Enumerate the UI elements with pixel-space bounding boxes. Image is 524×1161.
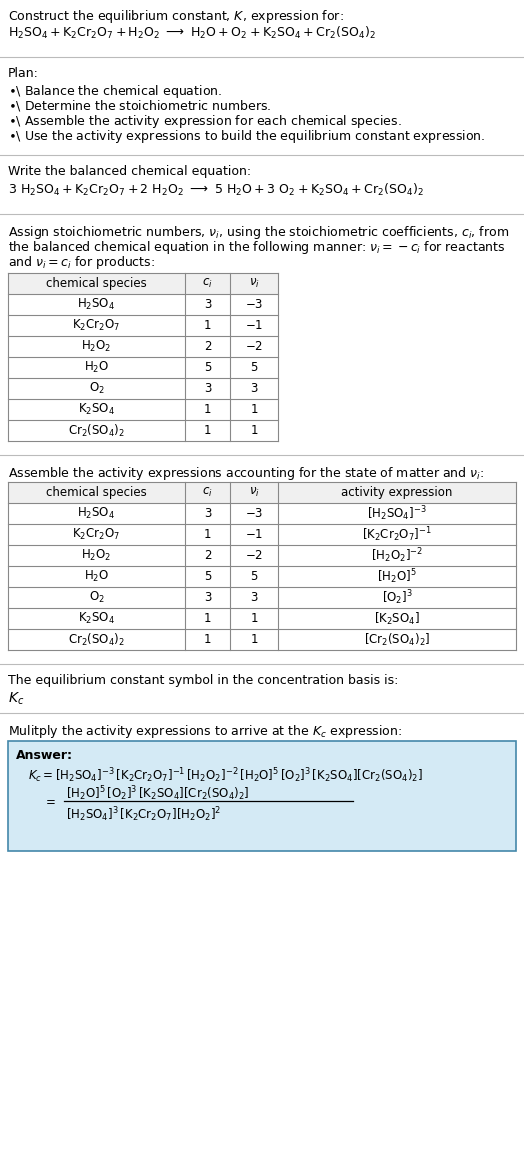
Text: $\nu_i$: $\nu_i$: [248, 486, 259, 499]
Text: $\mathrm{H_2O}$: $\mathrm{H_2O}$: [84, 360, 109, 375]
Text: Plan:: Plan:: [8, 67, 39, 80]
Text: $-2$: $-2$: [245, 340, 263, 353]
Text: 5: 5: [204, 570, 211, 583]
Text: $\mathrm{H_2O_2}$: $\mathrm{H_2O_2}$: [81, 548, 112, 563]
Text: 1: 1: [250, 633, 258, 646]
Text: Write the balanced chemical equation:: Write the balanced chemical equation:: [8, 165, 251, 178]
Text: $[\mathrm{H_2SO_4}]^{3}\,[\mathrm{K_2Cr_2O_7}][\mathrm{H_2O_2}]^{2}$: $[\mathrm{H_2SO_4}]^{3}\,[\mathrm{K_2Cr_…: [66, 805, 221, 823]
Text: 1: 1: [250, 424, 258, 437]
Text: $\mathrm{H_2O_2}$: $\mathrm{H_2O_2}$: [81, 339, 112, 354]
Text: $\mathrm{K_2SO_4}$: $\mathrm{K_2SO_4}$: [78, 611, 115, 626]
Text: $\mathrm{Cr_2(SO_4)_2}$: $\mathrm{Cr_2(SO_4)_2}$: [68, 423, 125, 439]
Text: 1: 1: [204, 633, 211, 646]
Text: $\mathrm{O_2}$: $\mathrm{O_2}$: [89, 381, 104, 396]
Text: and $\nu_i = c_i$ for products:: and $\nu_i = c_i$ for products:: [8, 254, 155, 271]
Text: 2: 2: [204, 340, 211, 353]
Text: Construct the equilibrium constant, $K$, expression for:: Construct the equilibrium constant, $K$,…: [8, 8, 344, 26]
Text: $\mathrm{H_2SO_4 + K_2Cr_2O_7 + H_2O_2}\ \longrightarrow\ \mathrm{H_2O + O_2 + K: $\mathrm{H_2SO_4 + K_2Cr_2O_7 + H_2O_2}\…: [8, 26, 376, 41]
Text: $\bullet$\ Balance the chemical equation.: $\bullet$\ Balance the chemical equation…: [8, 82, 222, 100]
Text: $\mathrm{K_2Cr_2O_7}$: $\mathrm{K_2Cr_2O_7}$: [72, 527, 121, 542]
Text: Answer:: Answer:: [16, 749, 73, 762]
Text: $\mathrm{K_2Cr_2O_7}$: $\mathrm{K_2Cr_2O_7}$: [72, 318, 121, 333]
Text: $=$: $=$: [43, 794, 56, 808]
Text: 3: 3: [250, 382, 258, 395]
Text: 5: 5: [204, 361, 211, 374]
Text: 1: 1: [204, 403, 211, 416]
Text: $[\mathrm{O_2}]^{3}$: $[\mathrm{O_2}]^{3}$: [381, 589, 412, 607]
Text: 1: 1: [204, 612, 211, 625]
Text: chemical species: chemical species: [46, 277, 147, 290]
Text: The equilibrium constant symbol in the concentration basis is:: The equilibrium constant symbol in the c…: [8, 675, 398, 687]
Text: $[\mathrm{H_2O}]^{5}\,[\mathrm{O_2}]^{3}\,[\mathrm{K_2SO_4}][\mathrm{Cr_2(SO_4)_: $[\mathrm{H_2O}]^{5}\,[\mathrm{O_2}]^{3}…: [66, 784, 249, 802]
Text: 1: 1: [204, 528, 211, 541]
Text: $\nu_i$: $\nu_i$: [248, 277, 259, 290]
Text: $\bullet$\ Determine the stoichiometric numbers.: $\bullet$\ Determine the stoichiometric …: [8, 98, 271, 113]
Bar: [8, 482, 516, 503]
Text: $\mathrm{Cr_2(SO_4)_2}$: $\mathrm{Cr_2(SO_4)_2}$: [68, 632, 125, 648]
Text: $[\mathrm{K_2SO_4}]$: $[\mathrm{K_2SO_4}]$: [374, 611, 420, 627]
Text: chemical species: chemical species: [46, 486, 147, 499]
Text: 2: 2: [204, 549, 211, 562]
Text: Mulitply the activity expressions to arrive at the $K_c$ expression:: Mulitply the activity expressions to arr…: [8, 723, 402, 740]
Text: 3: 3: [204, 298, 211, 311]
Text: Assign stoichiometric numbers, $\nu_i$, using the stoichiometric coefficients, $: Assign stoichiometric numbers, $\nu_i$, …: [8, 224, 509, 241]
Text: $[\mathrm{K_2Cr_2O_7}]^{-1}$: $[\mathrm{K_2Cr_2O_7}]^{-1}$: [362, 525, 432, 543]
Text: 3: 3: [250, 591, 258, 604]
Text: 1: 1: [250, 612, 258, 625]
Text: $[\mathrm{H_2SO_4}]^{-3}$: $[\mathrm{H_2SO_4}]^{-3}$: [367, 504, 427, 522]
Text: $K_c = [\mathrm{H_2SO_4}]^{-3}\,[\mathrm{K_2Cr_2O_7}]^{-1}\,[\mathrm{H_2O_2}]^{-: $K_c = [\mathrm{H_2SO_4}]^{-3}\,[\mathrm…: [28, 766, 423, 785]
Bar: [8, 273, 278, 294]
Text: $\mathrm{K_2SO_4}$: $\mathrm{K_2SO_4}$: [78, 402, 115, 417]
Text: 3: 3: [204, 382, 211, 395]
FancyBboxPatch shape: [8, 741, 516, 851]
Text: $[\mathrm{Cr_2(SO_4)_2}]$: $[\mathrm{Cr_2(SO_4)_2}]$: [364, 632, 430, 648]
Text: $K_c$: $K_c$: [8, 691, 24, 707]
Text: $[\mathrm{H_2O}]^{5}$: $[\mathrm{H_2O}]^{5}$: [377, 568, 417, 586]
Text: activity expression: activity expression: [341, 486, 453, 499]
Text: $c_i$: $c_i$: [202, 277, 213, 290]
Text: $-1$: $-1$: [245, 319, 263, 332]
Text: 5: 5: [250, 361, 258, 374]
Text: Assemble the activity expressions accounting for the state of matter and $\nu_i$: Assemble the activity expressions accoun…: [8, 466, 484, 482]
Text: 3: 3: [204, 591, 211, 604]
Text: $\bullet$\ Assemble the activity expression for each chemical species.: $\bullet$\ Assemble the activity express…: [8, 113, 402, 130]
Text: 1: 1: [204, 319, 211, 332]
Text: $[\mathrm{H_2O_2}]^{-2}$: $[\mathrm{H_2O_2}]^{-2}$: [371, 546, 423, 565]
Text: $-3$: $-3$: [245, 298, 263, 311]
Text: 1: 1: [250, 403, 258, 416]
Text: $\bullet$\ Use the activity expressions to build the equilibrium constant expres: $\bullet$\ Use the activity expressions …: [8, 128, 485, 145]
Text: 1: 1: [204, 424, 211, 437]
Text: $\mathrm{H_2SO_4}$: $\mathrm{H_2SO_4}$: [78, 506, 116, 521]
Text: 3: 3: [204, 507, 211, 520]
Text: $\mathrm{H_2SO_4}$: $\mathrm{H_2SO_4}$: [78, 297, 116, 312]
Text: $\mathrm{H_2O}$: $\mathrm{H_2O}$: [84, 569, 109, 584]
Text: the balanced chemical equation in the following manner: $\nu_i = -c_i$ for react: the balanced chemical equation in the fo…: [8, 239, 506, 255]
Text: $\mathrm{O_2}$: $\mathrm{O_2}$: [89, 590, 104, 605]
Text: $3\ \mathrm{H_2SO_4 + K_2Cr_2O_7 + 2\ H_2O_2}\ \longrightarrow\ 5\ \mathrm{H_2O : $3\ \mathrm{H_2SO_4 + K_2Cr_2O_7 + 2\ H_…: [8, 182, 424, 199]
Text: 5: 5: [250, 570, 258, 583]
Text: $-3$: $-3$: [245, 507, 263, 520]
Text: $c_i$: $c_i$: [202, 486, 213, 499]
Text: $-2$: $-2$: [245, 549, 263, 562]
Text: $-1$: $-1$: [245, 528, 263, 541]
